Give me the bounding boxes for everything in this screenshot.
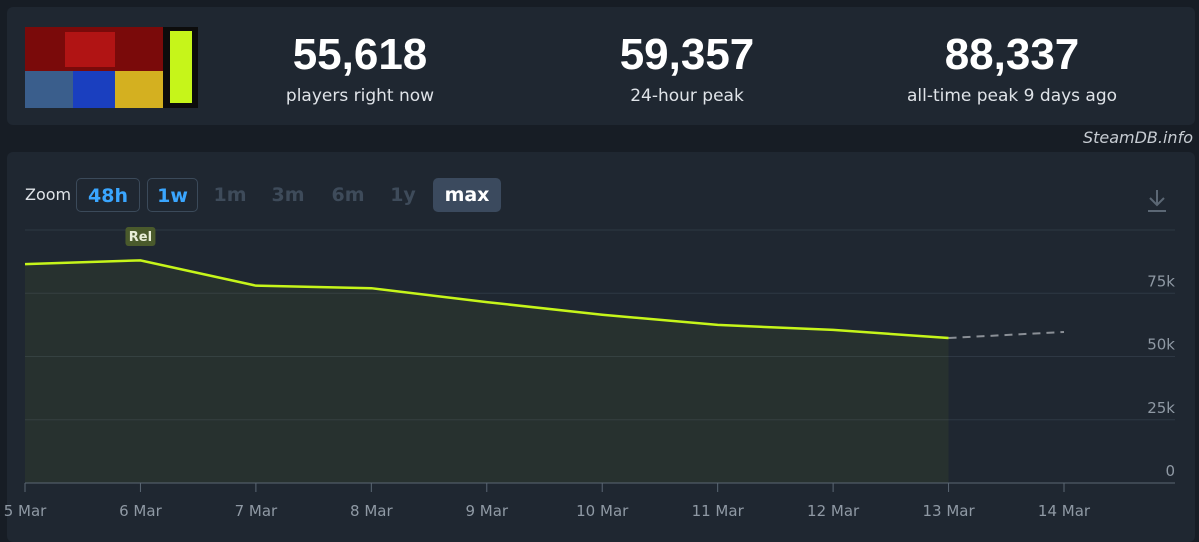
- zoom-button[interactable]: 6m: [331, 184, 365, 206]
- stat-label: all-time peak 9 days ago: [906, 86, 1118, 106]
- stat: 59,357 24-hour peak: [537, 30, 837, 106]
- annotation-box: [125, 227, 156, 246]
- x-tick-label: 10 Mar: [576, 502, 629, 520]
- stat: 88,337 all-time peak 9 days ago: [862, 30, 1162, 106]
- x-tick-label: 7 Mar: [235, 502, 278, 520]
- x-tick-label: 6 Mar: [119, 502, 162, 520]
- chart-panel: [7, 152, 1195, 542]
- x-tick-label: 14 Mar: [1038, 502, 1091, 520]
- series-line: [24, 259, 949, 340]
- stat-label: players right now: [285, 86, 435, 106]
- zoom-button[interactable]: 48h: [76, 178, 140, 212]
- x-tick-label: 11 Mar: [692, 502, 745, 520]
- download-button[interactable]: [1146, 188, 1168, 214]
- y-tick-label: 75k: [1147, 272, 1175, 290]
- y-tick-label: 50k: [1147, 336, 1175, 354]
- x-tick-label: 8 Mar: [350, 502, 393, 520]
- stat-value: 59,357: [619, 30, 755, 79]
- area: [25, 260, 949, 483]
- zoom-button[interactable]: 1y: [390, 184, 416, 206]
- stat-label: 24-hour peak: [630, 86, 744, 106]
- x-tick-label: 13 Mar: [922, 502, 975, 520]
- stat: 55,618 players right now: [210, 30, 510, 106]
- y-tick-label: 25k: [1147, 399, 1175, 417]
- game-logo: [25, 27, 198, 108]
- zoom-button[interactable]: 1m: [213, 184, 247, 206]
- series-line: [948, 330, 1065, 340]
- watermark: SteamDB.info: [1082, 128, 1193, 147]
- zoom-button[interactable]: 1w: [147, 178, 198, 212]
- annotation: Rel: [129, 230, 152, 245]
- y-tick-label: 0: [1165, 462, 1175, 480]
- stats-panel: [7, 7, 1195, 125]
- stat-value: 88,337: [944, 30, 1080, 79]
- zoom-button[interactable]: 3m: [271, 184, 305, 206]
- zoom-label: Zoom: [25, 185, 72, 204]
- x-tick-label: 12 Mar: [807, 502, 860, 520]
- x-tick-label: 5 Mar: [4, 502, 47, 520]
- zoom-button[interactable]: max: [433, 178, 501, 212]
- stat-value: 55,618: [292, 30, 428, 79]
- x-tick-label: 9 Mar: [465, 502, 508, 520]
